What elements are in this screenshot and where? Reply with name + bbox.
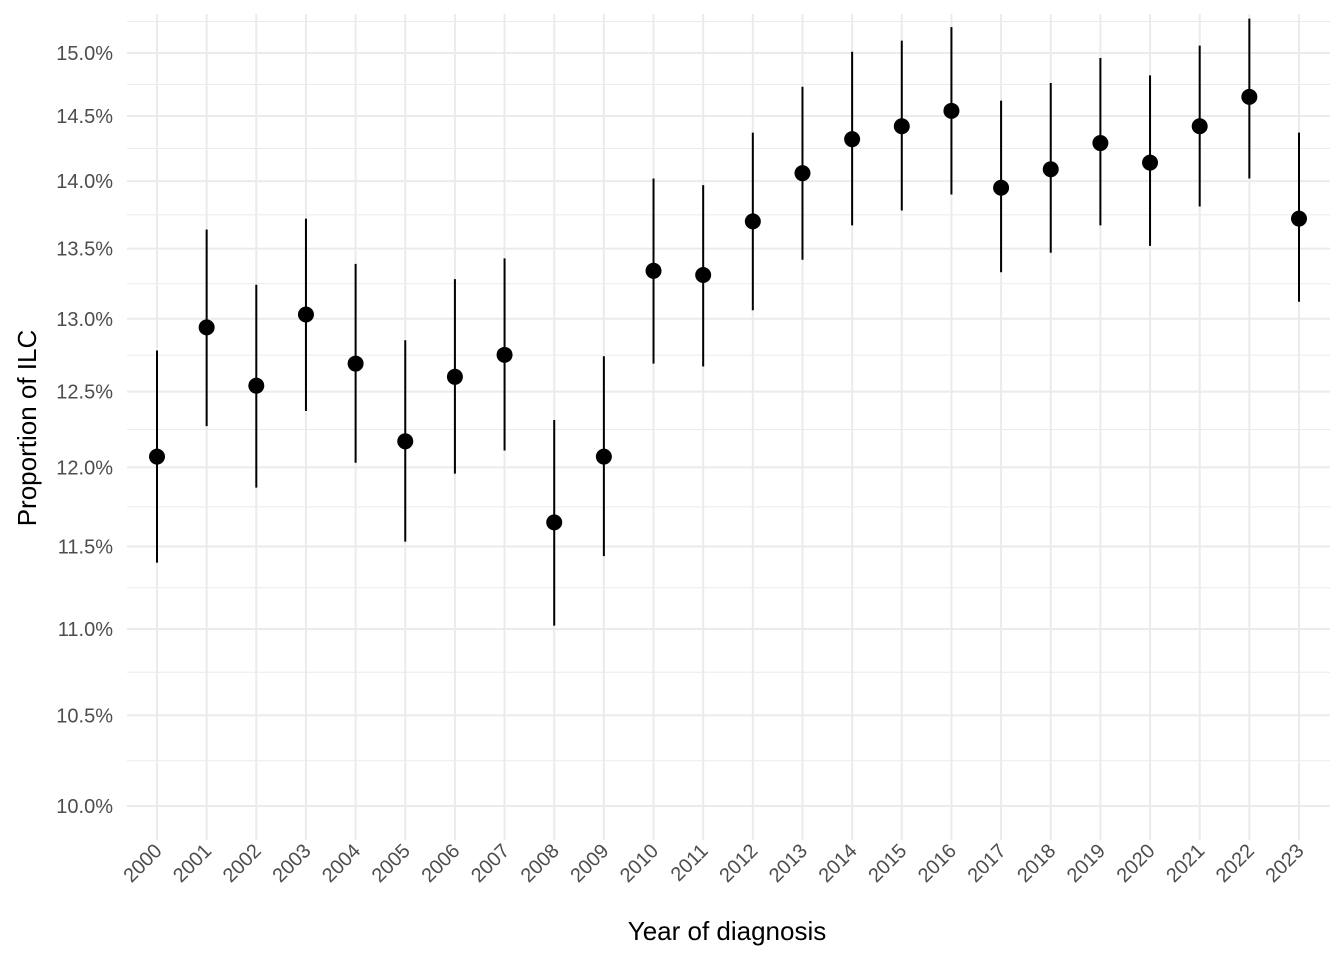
y-tick-label: 12.5% — [56, 382, 113, 404]
x-axis: 2000 2001 2002 2003 2004 2005 2006 2007 2008 2009… — [120, 840, 1309, 887]
y-tick-label: 14.0% — [56, 171, 113, 193]
x-tick-label: 2003 — [268, 840, 315, 887]
x-tick-label: 2016 — [914, 840, 961, 887]
x-tick-label: 2017 — [964, 840, 1011, 887]
x-tick-label: 2023 — [1262, 840, 1309, 887]
x-tick-label: 2011 — [667, 840, 713, 886]
data-point — [595, 448, 612, 465]
y-tick-label: 12.0% — [56, 457, 113, 479]
data-point — [546, 514, 563, 531]
y-axis: 10.0% 10.5% 11.0% 11.5% 12.0% 12.5% 13.0% 13.5%… — [56, 43, 113, 818]
data-point — [149, 448, 165, 465]
x-tick-label: 2002 — [219, 840, 266, 887]
x-tick-label: 2019 — [1063, 840, 1110, 887]
y-tick-label: 11.0% — [58, 619, 113, 641]
data-point — [645, 262, 662, 279]
x-tick-label: 2014 — [815, 840, 862, 887]
x-tick-label: 2015 — [864, 840, 911, 887]
x-tick-label: 2018 — [1013, 840, 1060, 887]
data-point — [794, 165, 811, 182]
x-tick-label: 2000 — [120, 840, 167, 887]
data-point — [993, 179, 1010, 196]
x-axis-title: Year of diagnosis — [628, 916, 827, 946]
x-tick-label: 2005 — [368, 840, 415, 887]
data-point — [347, 355, 364, 372]
gridlines — [127, 14, 1330, 840]
data-point — [248, 377, 265, 394]
y-tick-label: 14.5% — [56, 106, 113, 128]
x-tick-label: 2006 — [417, 840, 464, 887]
x-tick-label: 2001 — [169, 840, 216, 887]
y-tick-label: 11.5% — [58, 536, 113, 558]
x-tick-label: 2022 — [1212, 840, 1259, 887]
x-tick-label: 2021 — [1162, 840, 1209, 887]
x-tick-label: 2009 — [566, 840, 613, 887]
y-tick-label: 13.0% — [56, 309, 113, 331]
x-tick-label: 2012 — [715, 840, 762, 887]
data-point — [1092, 135, 1109, 152]
data-point — [1191, 118, 1208, 135]
y-tick-label: 10.0% — [56, 796, 113, 818]
x-tick-label: 2010 — [616, 840, 663, 887]
data-point — [744, 213, 761, 230]
data-point — [695, 266, 712, 283]
data-point — [1042, 161, 1059, 178]
y-tick-label: 13.5% — [56, 239, 113, 261]
data-point — [844, 131, 861, 148]
data-point — [198, 319, 215, 336]
x-tick-label: 2004 — [318, 840, 365, 887]
data-point — [1241, 88, 1258, 105]
data-point — [496, 346, 513, 363]
x-tick-label: 2007 — [467, 840, 514, 887]
data-point — [1291, 210, 1307, 227]
data-point — [893, 118, 910, 135]
y-axis-title: Proportion of ILC — [12, 330, 42, 527]
data-point — [943, 102, 960, 119]
x-tick-label: 2020 — [1113, 840, 1160, 887]
y-tick-label: 10.5% — [56, 705, 113, 727]
x-tick-label: 2008 — [517, 840, 564, 887]
data-point — [297, 306, 314, 323]
y-tick-label: 15.0% — [56, 43, 113, 65]
data-point — [446, 368, 463, 385]
data-point — [397, 433, 414, 450]
data-marks — [149, 18, 1307, 626]
x-tick-label: 2013 — [765, 840, 812, 887]
data-point — [1142, 154, 1159, 171]
